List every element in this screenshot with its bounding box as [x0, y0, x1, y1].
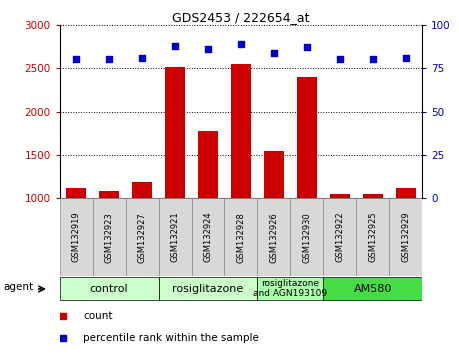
Point	[139, 55, 146, 61]
Point	[369, 57, 376, 62]
Text: GSM132928: GSM132928	[236, 212, 246, 263]
Bar	[126, 198, 158, 276]
Bar	[60, 198, 93, 276]
Point	[106, 57, 113, 62]
Bar	[198, 131, 218, 285]
Text: GSM132929: GSM132929	[401, 212, 410, 263]
Bar	[191, 198, 224, 276]
Bar	[132, 182, 152, 285]
Bar	[363, 194, 383, 285]
Title: GDS2453 / 222654_at: GDS2453 / 222654_at	[172, 11, 310, 24]
Bar	[93, 198, 126, 276]
Point	[171, 43, 179, 48]
Bar	[158, 198, 191, 276]
Bar	[297, 77, 317, 285]
Point	[336, 57, 343, 62]
Bar	[158, 276, 257, 301]
Text: GSM132927: GSM132927	[138, 212, 146, 263]
Bar	[324, 198, 356, 276]
Text: AM580: AM580	[353, 284, 392, 293]
Text: GSM132930: GSM132930	[302, 212, 311, 263]
Text: agent: agent	[3, 282, 33, 292]
Bar	[324, 276, 422, 301]
Text: GSM132925: GSM132925	[368, 212, 377, 263]
Text: GSM132921: GSM132921	[171, 212, 179, 263]
Bar	[257, 276, 324, 301]
Bar	[257, 198, 291, 276]
Bar	[224, 198, 257, 276]
Point	[270, 50, 278, 55]
Bar	[60, 276, 158, 301]
Text: GSM132923: GSM132923	[105, 212, 114, 263]
Bar	[330, 194, 350, 285]
Bar	[66, 188, 86, 285]
Bar	[356, 198, 389, 276]
Point	[73, 57, 80, 62]
Text: control: control	[90, 284, 129, 293]
Text: percentile rank within the sample: percentile rank within the sample	[83, 333, 259, 343]
Bar	[291, 198, 324, 276]
Point	[237, 41, 245, 47]
Text: GSM132924: GSM132924	[203, 212, 213, 263]
Text: GSM132919: GSM132919	[72, 212, 81, 263]
Bar	[165, 67, 185, 285]
Bar	[264, 150, 284, 285]
Text: GSM132922: GSM132922	[336, 212, 344, 263]
Point	[204, 46, 212, 52]
Text: rosiglitazone
and AGN193109: rosiglitazone and AGN193109	[253, 279, 327, 298]
Bar	[99, 191, 119, 285]
Point	[402, 55, 409, 61]
Point	[303, 45, 311, 50]
Text: GSM132926: GSM132926	[269, 212, 279, 263]
Bar	[396, 188, 416, 285]
Bar	[231, 64, 251, 285]
Text: rosiglitazone: rosiglitazone	[173, 284, 244, 293]
Text: count: count	[83, 311, 113, 321]
Bar	[389, 198, 422, 276]
